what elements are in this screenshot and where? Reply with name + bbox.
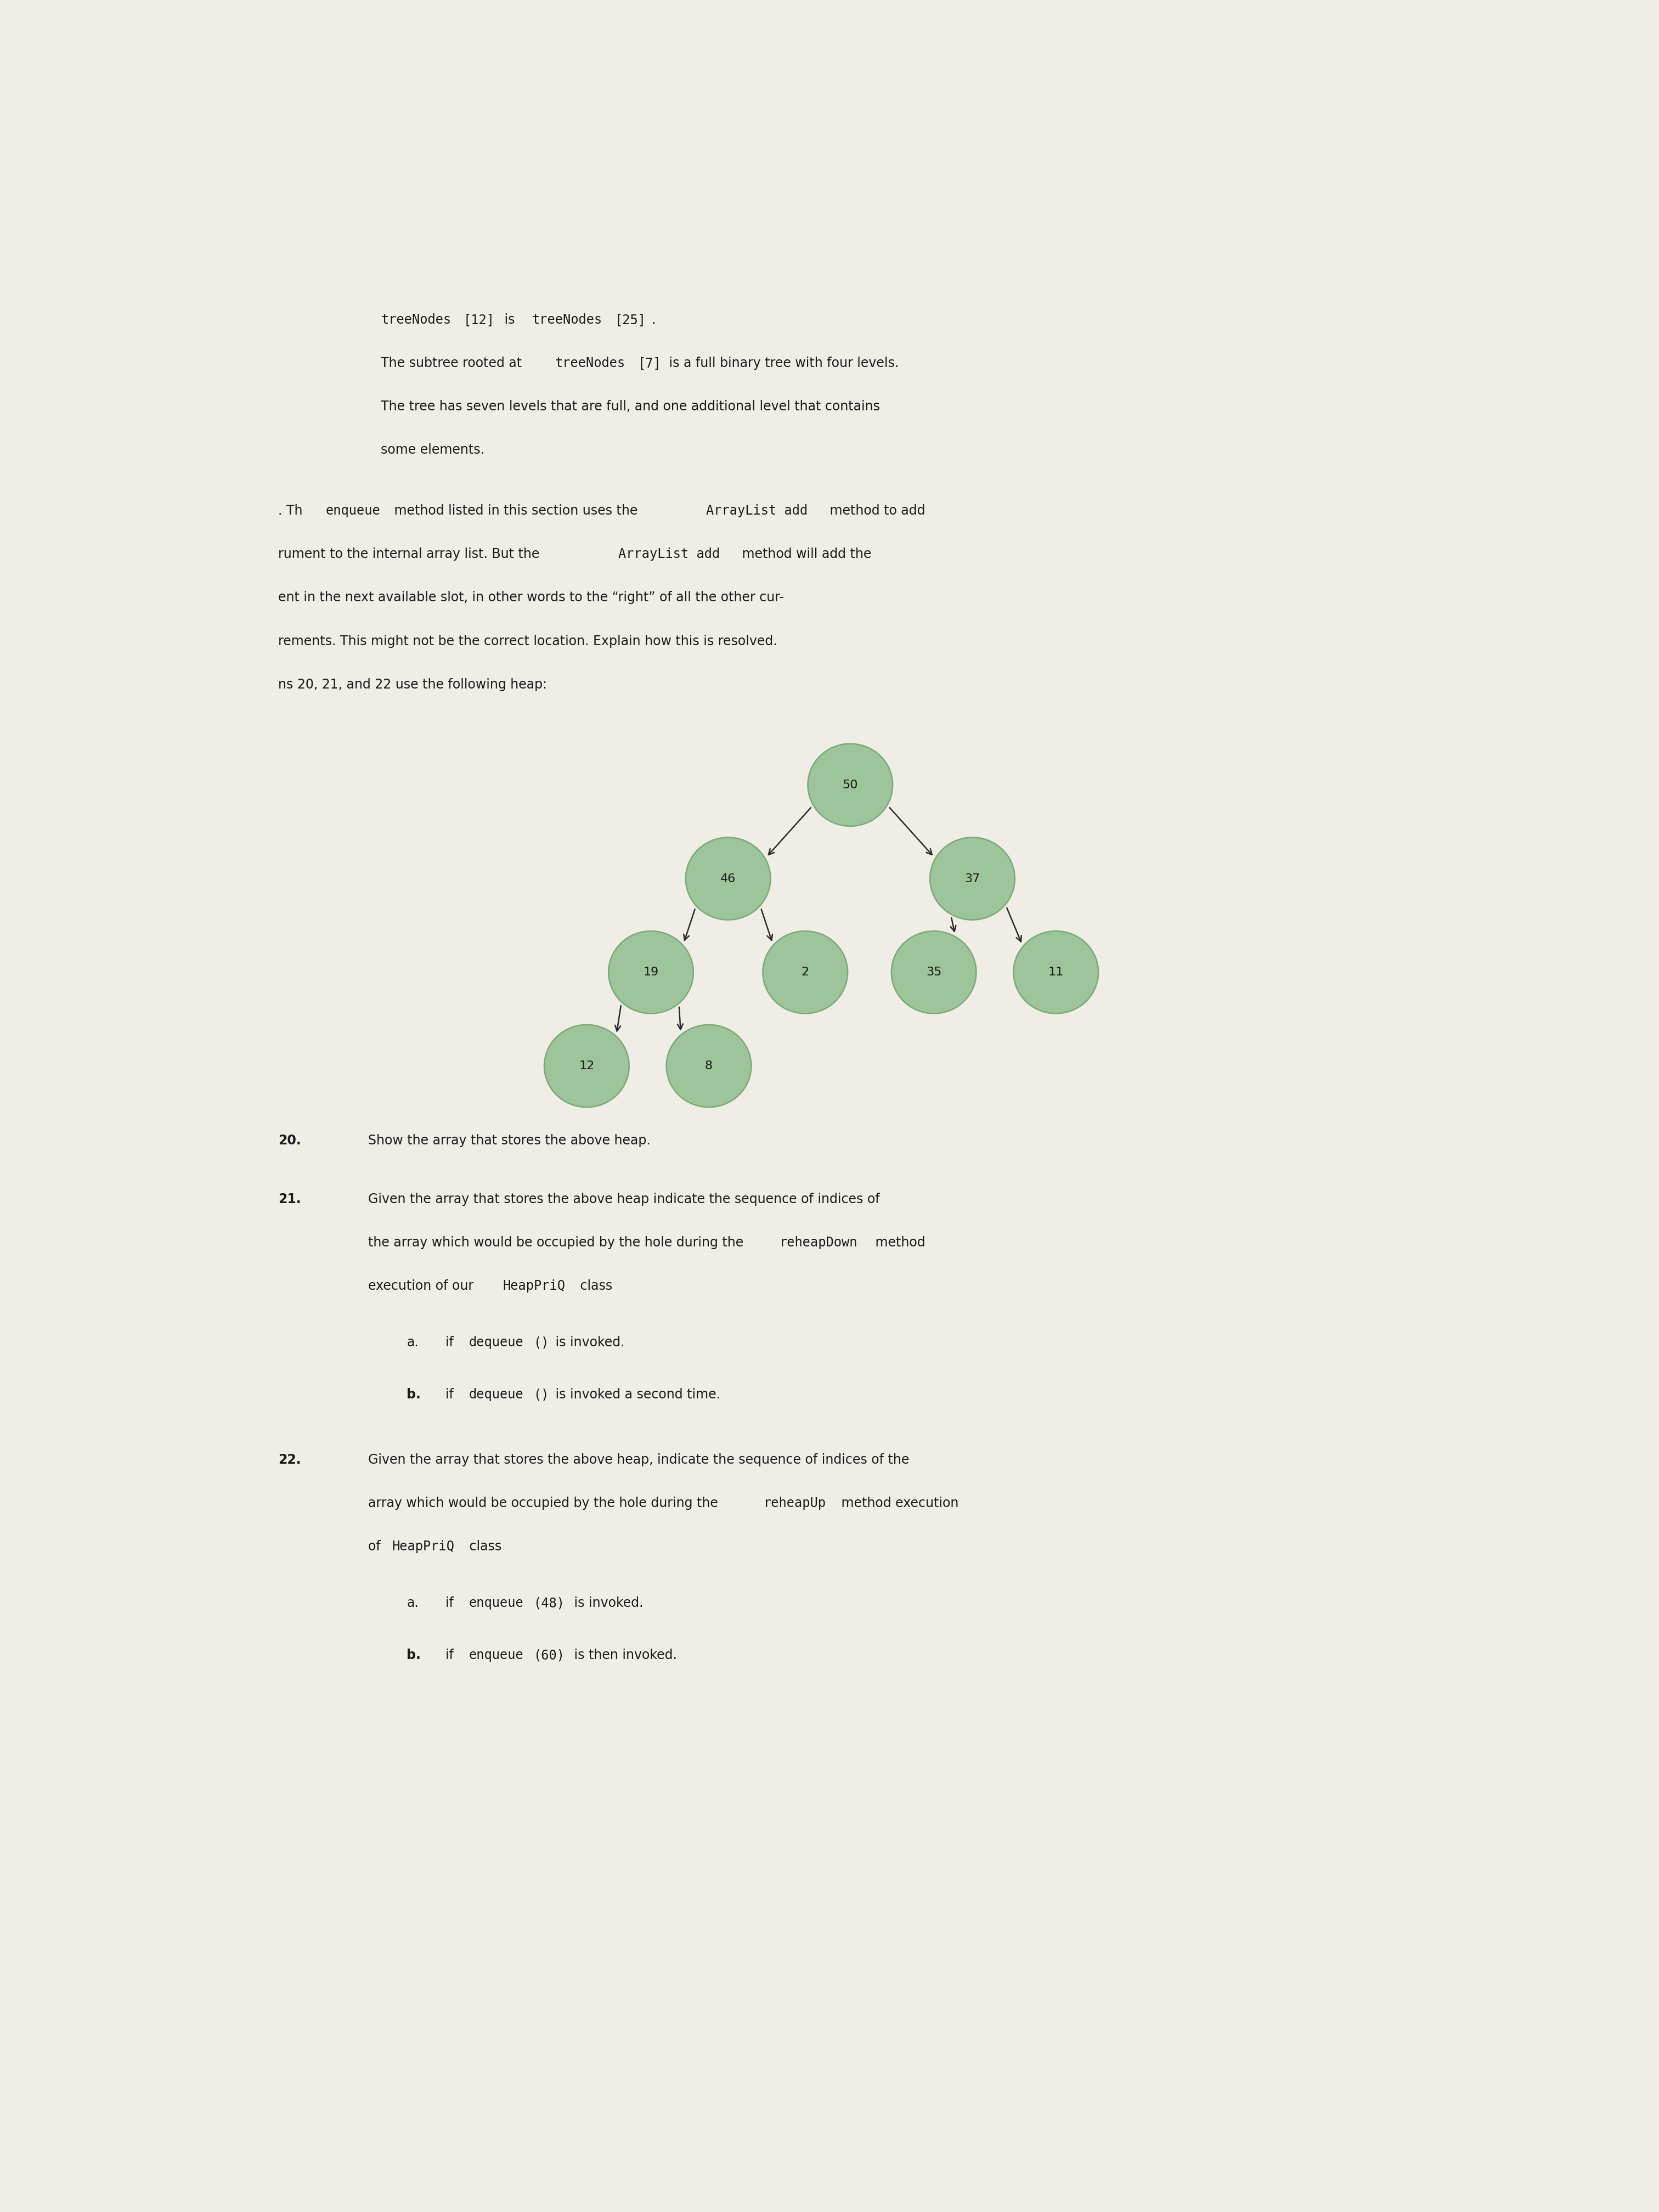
Ellipse shape	[544, 1024, 629, 1108]
Text: ArrayList add: ArrayList add	[707, 504, 808, 518]
Text: method: method	[871, 1237, 926, 1250]
Text: 19: 19	[644, 967, 659, 978]
Text: is invoked a second time.: is invoked a second time.	[551, 1389, 720, 1402]
Text: a.: a.	[406, 1336, 418, 1349]
Text: Given the array that stores the above heap indicate the sequence of indices of: Given the array that stores the above he…	[368, 1192, 879, 1206]
Text: treeNodes: treeNodes	[533, 314, 602, 327]
Text: 50: 50	[843, 779, 858, 790]
Text: b.: b.	[406, 1648, 421, 1661]
Text: some elements.: some elements.	[382, 442, 484, 456]
Text: array which would be occupied by the hole during the: array which would be occupied by the hol…	[368, 1498, 722, 1511]
Text: dequeue: dequeue	[469, 1336, 524, 1349]
Text: 2: 2	[801, 967, 810, 978]
Text: The tree has seven levels that are full, and one additional level that contains: The tree has seven levels that are full,…	[382, 400, 881, 414]
Text: method will add the: method will add the	[738, 549, 871, 562]
Text: is a full binary tree with four levels.: is a full binary tree with four levels.	[665, 356, 899, 369]
Text: [7]: [7]	[637, 356, 660, 369]
Text: .: .	[652, 314, 655, 327]
Text: (60): (60)	[533, 1648, 564, 1661]
Text: (48): (48)	[533, 1597, 564, 1610]
Text: 35: 35	[926, 967, 942, 978]
Text: if: if	[445, 1597, 458, 1610]
Text: of: of	[368, 1540, 385, 1553]
Text: 21.: 21.	[279, 1192, 300, 1206]
Text: method execution: method execution	[838, 1498, 959, 1511]
Text: is invoked.: is invoked.	[551, 1336, 625, 1349]
Text: HeapPriQ: HeapPriQ	[503, 1279, 566, 1292]
Text: reheapUp: reheapUp	[763, 1498, 826, 1511]
Text: 12: 12	[579, 1060, 594, 1071]
Ellipse shape	[685, 838, 770, 920]
Text: b.: b.	[406, 1389, 421, 1402]
Text: enqueue: enqueue	[469, 1597, 524, 1610]
Text: [12]: [12]	[463, 314, 494, 327]
Text: treeNodes: treeNodes	[556, 356, 625, 369]
Text: rument to the internal array list. But the: rument to the internal array list. But t…	[279, 549, 544, 562]
Ellipse shape	[763, 931, 848, 1013]
Text: enqueue: enqueue	[325, 504, 380, 518]
Text: ArrayList add: ArrayList add	[619, 549, 720, 562]
Text: a.: a.	[406, 1597, 418, 1610]
Text: class: class	[576, 1279, 612, 1292]
Text: is: is	[501, 314, 519, 327]
Text: reheapDown: reheapDown	[780, 1237, 858, 1250]
Text: enqueue: enqueue	[469, 1648, 524, 1661]
Text: dequeue: dequeue	[469, 1389, 524, 1402]
Ellipse shape	[808, 743, 893, 825]
Ellipse shape	[609, 931, 693, 1013]
Ellipse shape	[891, 931, 975, 1013]
Text: class: class	[465, 1540, 501, 1553]
Ellipse shape	[1014, 931, 1098, 1013]
Ellipse shape	[667, 1024, 752, 1108]
Text: 8: 8	[705, 1060, 713, 1071]
Text: if: if	[445, 1648, 458, 1661]
Text: 46: 46	[720, 874, 737, 885]
Text: Show the array that stores the above heap.: Show the array that stores the above hea…	[368, 1135, 650, 1148]
Text: is invoked.: is invoked.	[571, 1597, 644, 1610]
Text: the array which would be occupied by the hole during the: the array which would be occupied by the…	[368, 1237, 748, 1250]
Text: if: if	[445, 1389, 458, 1402]
Text: [25]: [25]	[614, 314, 645, 327]
Ellipse shape	[931, 838, 1015, 920]
Text: method listed in this section uses the: method listed in this section uses the	[390, 504, 642, 518]
Text: (): ()	[533, 1336, 549, 1349]
Text: 22.: 22.	[279, 1453, 300, 1467]
Text: ns 20, 21, and 22 use the following heap:: ns 20, 21, and 22 use the following heap…	[279, 677, 547, 690]
Text: The subtree rooted at: The subtree rooted at	[382, 356, 526, 369]
Text: execution of our: execution of our	[368, 1279, 478, 1292]
Text: 11: 11	[1048, 967, 1063, 978]
Text: 20.: 20.	[279, 1135, 300, 1148]
Text: Given the array that stores the above heap, indicate the sequence of indices of : Given the array that stores the above he…	[368, 1453, 909, 1467]
Text: (): ()	[533, 1389, 549, 1402]
Text: if: if	[445, 1336, 458, 1349]
Text: treeNodes: treeNodes	[382, 314, 451, 327]
Text: method to add: method to add	[826, 504, 926, 518]
Text: HeapPriQ: HeapPriQ	[392, 1540, 455, 1553]
Text: ent in the next available slot, in other words to the “right” of all the other c: ent in the next available slot, in other…	[279, 591, 785, 604]
Text: rements. This might not be the correct location. Explain how this is resolved.: rements. This might not be the correct l…	[279, 635, 776, 648]
Text: . Th: . Th	[279, 504, 310, 518]
Text: is then invoked.: is then invoked.	[571, 1648, 677, 1661]
Text: 37: 37	[964, 874, 980, 885]
